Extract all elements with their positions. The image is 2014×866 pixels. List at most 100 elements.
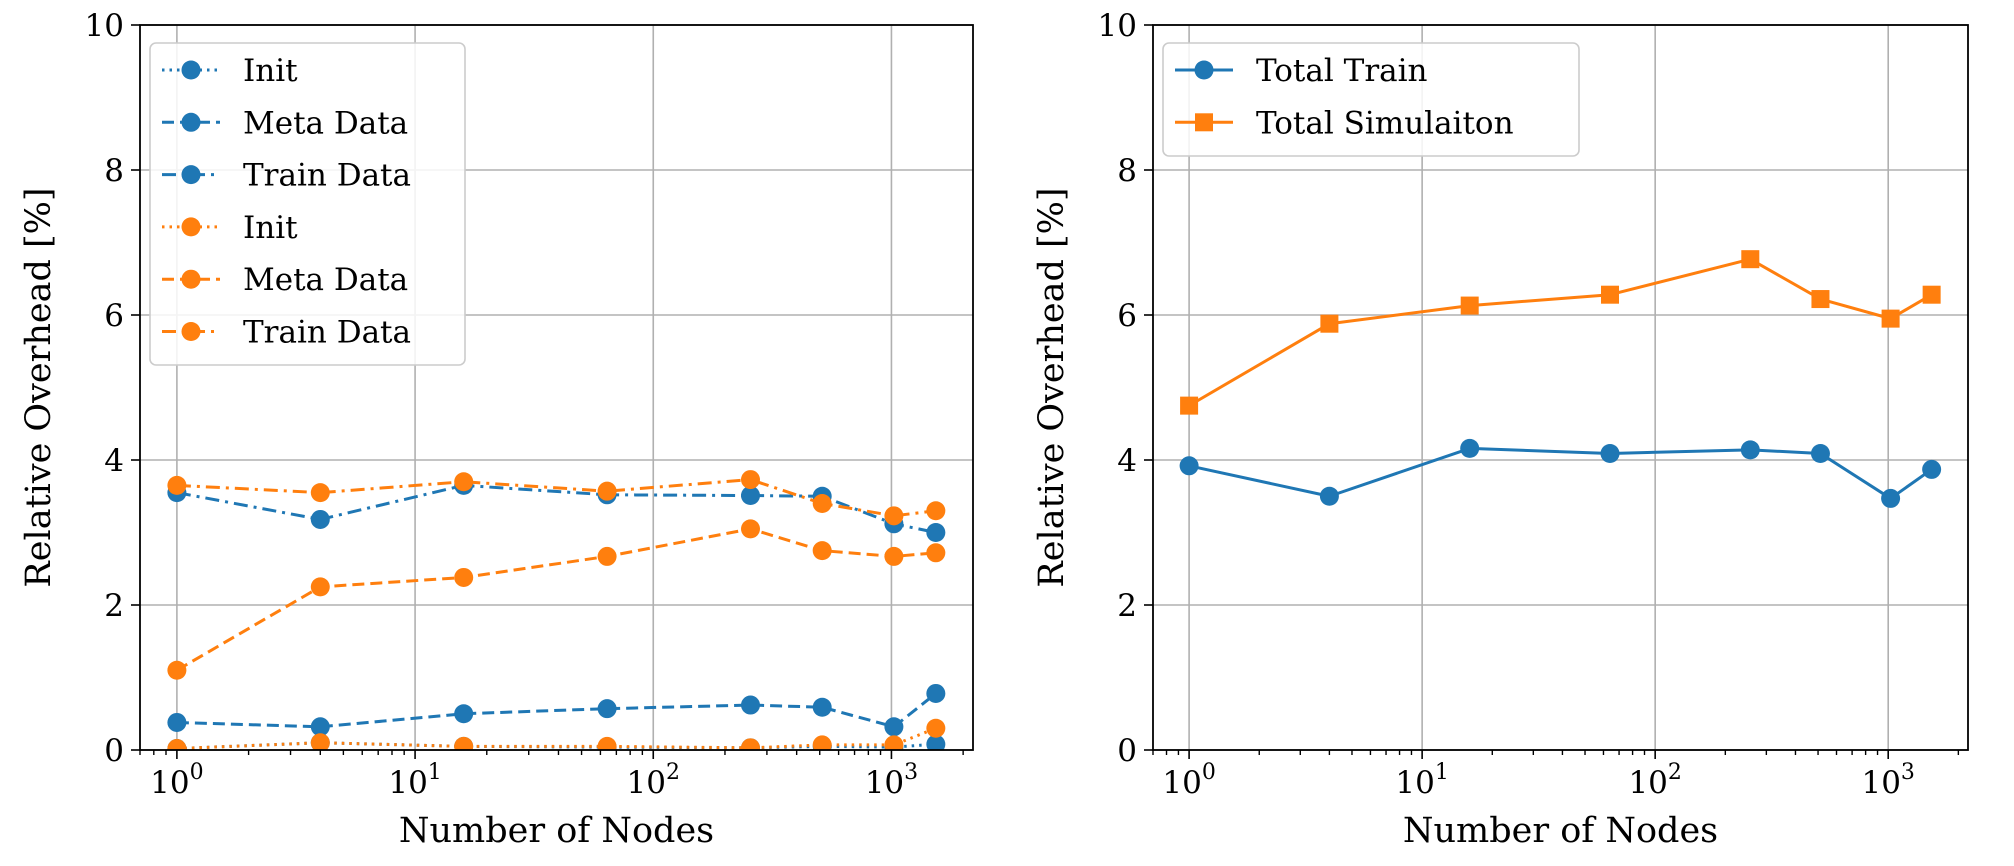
data-point (1460, 438, 1480, 458)
legend-item: Meta Data (162, 262, 408, 298)
data-point (1881, 488, 1901, 508)
series-group (167, 470, 946, 750)
data-point (812, 735, 832, 750)
y-tick-label: 4 (1117, 443, 1137, 479)
legend-marker (181, 112, 201, 132)
y-tick-label: 6 (1117, 298, 1137, 334)
data-point (1319, 486, 1339, 506)
series-meta-data (167, 519, 946, 680)
data-point (597, 481, 617, 501)
legend-item: Total Simulaiton (1175, 105, 1514, 141)
data-point (812, 494, 832, 513)
data-point (1600, 443, 1620, 463)
y-tick-label: 8 (104, 153, 124, 189)
x-tick-label: 102 (1628, 760, 1681, 801)
data-point (454, 704, 474, 724)
data-point (310, 483, 330, 503)
series-group (1179, 250, 1942, 508)
data-point (740, 470, 760, 490)
data-point (1881, 309, 1900, 328)
data-point (740, 738, 760, 750)
data-point (1811, 290, 1830, 309)
y-axis-title: Relative Overhead [%] (19, 187, 59, 587)
x-tick-label: 101 (388, 760, 441, 801)
series-line (1188, 257, 1933, 407)
data-point (167, 660, 187, 680)
legend-item: Train Data (162, 315, 411, 351)
chart-left: 100 101 102 103 0 2 4 6 8 10 Number of Nodes Relati… (19, 8, 974, 851)
data-point (884, 546, 904, 566)
series-meta-data (167, 683, 946, 737)
data-point (1179, 456, 1199, 476)
x-tick-label: 103 (1861, 760, 1914, 801)
series-line (176, 478, 937, 518)
data-point (1180, 396, 1199, 415)
legend-item: Init (162, 210, 298, 246)
legend-label: Train Data (243, 315, 411, 351)
data-point (884, 506, 904, 526)
x-tick-label: 102 (627, 760, 680, 801)
legend-label: Init (243, 210, 298, 246)
x-tick-label: 101 (1395, 760, 1448, 801)
data-point (1922, 285, 1941, 304)
data-point (1741, 250, 1760, 269)
y-tick-label: 6 (104, 298, 124, 334)
data-point (454, 472, 474, 492)
data-point (884, 717, 904, 737)
data-point (884, 735, 904, 750)
data-point (926, 683, 946, 703)
data-point (1601, 285, 1620, 304)
y-tick-label: 10 (85, 8, 124, 44)
data-point (597, 699, 617, 719)
y-tick-label: 0 (104, 733, 124, 769)
data-point (597, 736, 617, 750)
data-point (740, 519, 760, 539)
data-point (454, 567, 474, 587)
data-point (167, 712, 187, 732)
legend-label: Total Train (1256, 53, 1428, 89)
legend-item: Init (162, 53, 298, 89)
series-train-data (167, 470, 946, 526)
legend: Init Meta Data Train Data Init Meta Data Trai… (149, 42, 466, 366)
data-point (310, 509, 330, 529)
y-tick-label: 4 (104, 443, 124, 479)
y-tick-label: 2 (104, 588, 124, 624)
x-axis-title: Number of Nodes (1403, 811, 1718, 851)
data-point (167, 739, 187, 750)
legend-label: Train Data (243, 158, 411, 194)
series-init (167, 718, 946, 750)
legend-label: Meta Data (243, 262, 408, 298)
series-total-simulaiton (1180, 250, 1941, 415)
series-line (176, 483, 937, 534)
y-tick-label: 8 (1117, 153, 1137, 189)
data-point (740, 486, 760, 506)
legend-item: Meta Data (162, 105, 408, 141)
data-point (740, 695, 760, 715)
legend-item: Train Data (162, 158, 411, 194)
legend-label: Meta Data (243, 105, 408, 141)
data-point (167, 475, 187, 495)
data-point (1740, 440, 1760, 460)
legend-marker (181, 322, 201, 341)
plot-frame (1152, 24, 1969, 751)
plot-frame (139, 24, 974, 751)
data-point (926, 718, 946, 738)
data-point (812, 541, 832, 561)
y-axis-title: Relative Overhead [%] (1032, 187, 1072, 587)
legend-label: Total Simulaiton (1256, 105, 1514, 141)
data-point (926, 523, 946, 542)
data-point (1922, 459, 1942, 479)
series-total-train (1179, 438, 1942, 508)
data-point (926, 543, 946, 563)
legend-box (149, 42, 466, 366)
x-axis-title: Number of Nodes (399, 811, 714, 851)
x-minor-ticks (139, 750, 964, 755)
legend-label: Init (243, 53, 298, 89)
data-point (1460, 296, 1479, 315)
legend-marker (1194, 60, 1214, 80)
data-point (310, 717, 330, 737)
legend-marker (181, 269, 201, 289)
x-tick-label: 103 (865, 760, 918, 801)
legend-box (1162, 42, 1580, 157)
data-point (812, 697, 832, 717)
